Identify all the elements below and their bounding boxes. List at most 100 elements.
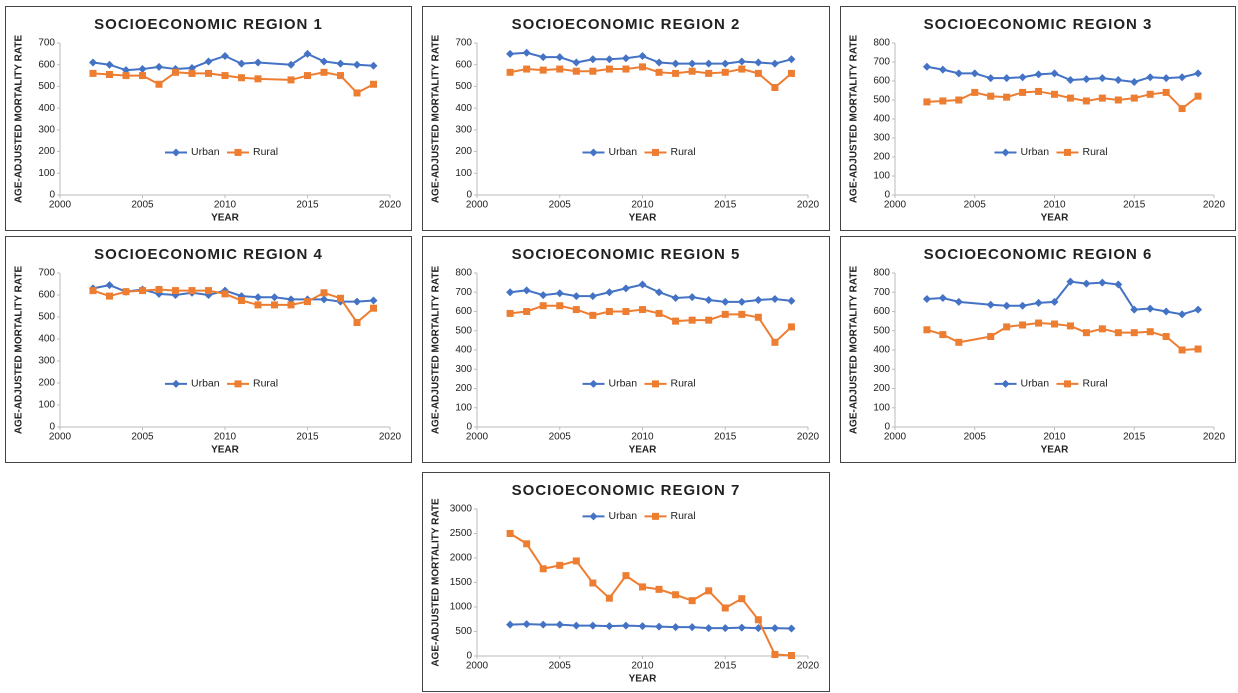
x-tick-label: 2000 [466, 200, 489, 211]
urban-marker [1082, 279, 1091, 288]
urban-marker [539, 53, 548, 62]
urban-marker [237, 59, 246, 68]
x-tick-label: 2010 [1043, 432, 1066, 443]
x-tick-label: 2010 [631, 661, 654, 672]
rural-marker [304, 298, 311, 306]
panel-frame [5, 6, 412, 231]
rural-marker [523, 540, 531, 548]
urban-marker [353, 297, 361, 306]
urban-marker [172, 379, 180, 388]
urban-marker [621, 284, 630, 293]
urban-marker [555, 620, 564, 629]
rural-marker [987, 92, 995, 100]
legend-label: Rural [253, 378, 278, 390]
urban-marker [522, 48, 531, 57]
urban-marker [704, 624, 713, 633]
urban-marker [954, 297, 963, 306]
rural-marker [139, 72, 146, 80]
y-tick-label: 100 [455, 168, 472, 179]
rural-marker [556, 561, 564, 569]
rural-marker [1003, 93, 1011, 101]
urban-marker [555, 289, 564, 298]
x-tick-label: 2005 [131, 432, 154, 443]
y-tick-label: 300 [873, 364, 890, 375]
x-tick-label: 2010 [631, 432, 654, 443]
chart-title: SOCIOECONOMIC REGION 5 [512, 246, 741, 263]
rural-marker [589, 311, 597, 319]
legend-label: Urban [609, 378, 638, 390]
rural-marker [1114, 329, 1122, 337]
rural-marker [234, 148, 242, 156]
urban-marker [506, 620, 515, 629]
x-tick-label: 2015 [296, 200, 319, 211]
urban-marker [1162, 74, 1171, 83]
legend-label: Rural [1083, 146, 1108, 158]
rural-marker [122, 72, 130, 80]
rural-marker [539, 565, 547, 573]
chart-title: SOCIOECONOMIC REGION 7 [512, 482, 741, 499]
rural-marker [622, 572, 630, 580]
x-axis-label: YEAR [629, 213, 658, 224]
urban-marker [638, 280, 647, 289]
chart-title: SOCIOECONOMIC REGION 3 [924, 16, 1153, 33]
rural-marker [605, 308, 613, 315]
rural-marker [688, 597, 696, 605]
y-tick-label: 1500 [450, 577, 473, 588]
chart-panel: SOCIOECONOMIC REGION 4 0 100 200 300 400 500 60… [5, 236, 412, 463]
x-tick-label: 2000 [49, 432, 72, 443]
rural-marker [987, 333, 995, 341]
urban-marker [721, 59, 730, 68]
urban-marker [572, 58, 581, 67]
chart-panel: SOCIOECONOMIC REGION 6 0 100 200 300 400 500 60… [840, 236, 1236, 463]
legend-label: Rural [1083, 378, 1108, 390]
urban-marker [1162, 307, 1171, 316]
chart-panel: SOCIOECONOMIC REGION 7 0 500 1000 1500 2000 25… [422, 472, 830, 692]
rural-marker [523, 65, 531, 73]
rural-marker [971, 88, 979, 96]
urban-marker [1002, 74, 1011, 83]
urban-marker [638, 622, 647, 631]
legend-label: Urban [1021, 146, 1050, 158]
rural-marker [688, 316, 696, 324]
urban-marker [688, 59, 697, 68]
rural-marker [721, 68, 729, 76]
legend-label: Urban [191, 378, 220, 390]
y-tick-label: 500 [455, 81, 472, 92]
y-tick-label: 400 [873, 345, 890, 356]
y-tick-label: 200 [38, 378, 55, 389]
rural-marker [1162, 88, 1170, 96]
rural-marker [155, 80, 163, 88]
y-tick-label: 2000 [450, 553, 473, 564]
y-tick-label: 400 [873, 114, 890, 125]
y-tick-label: 300 [455, 364, 472, 375]
rural-marker [172, 287, 179, 295]
urban-marker [1130, 305, 1139, 314]
urban-marker [1018, 301, 1027, 310]
urban-marker [588, 621, 597, 630]
x-tick-label: 2020 [379, 432, 402, 443]
rural-marker [287, 76, 295, 84]
rural-marker [1003, 323, 1011, 331]
x-tick-label: 2020 [379, 200, 402, 211]
urban-marker [369, 296, 378, 305]
rural-marker [639, 63, 646, 71]
x-tick-label: 2015 [714, 200, 737, 211]
urban-marker [671, 294, 680, 303]
y-tick-label: 200 [455, 146, 472, 157]
rural-marker [939, 97, 947, 105]
urban-marker [522, 286, 531, 295]
legend-label: Rural [253, 146, 278, 158]
rural-marker [1114, 96, 1122, 104]
y-axis-label: AGE-ADJUSTED MORTALITY RATE [431, 35, 442, 204]
urban-marker [1130, 77, 1139, 86]
rural-marker [1194, 345, 1202, 353]
urban-marker [1098, 74, 1107, 83]
rural-marker [1051, 320, 1058, 328]
urban-marker [555, 53, 564, 62]
rural-marker [572, 306, 580, 314]
panel-frame [840, 6, 1236, 231]
urban-marker [254, 293, 262, 302]
urban-marker [172, 148, 180, 157]
urban-marker [589, 148, 598, 157]
y-tick-label: 800 [873, 38, 890, 49]
